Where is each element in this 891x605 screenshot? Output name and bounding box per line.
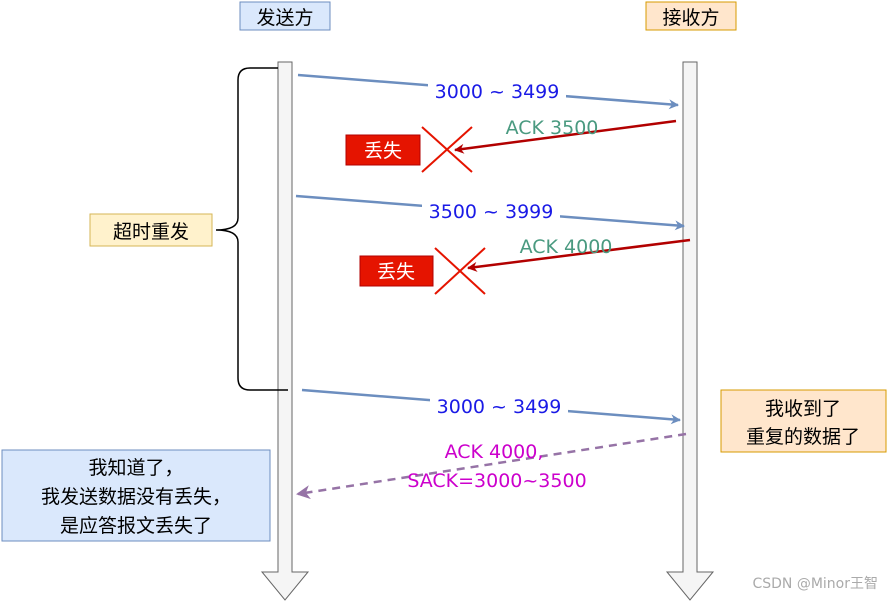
sender-note-line1: 我知道了， (88, 457, 183, 479)
receiver-header: 接收方 (645, 1, 737, 31)
message-label-6-line1: ACK 4000, (445, 441, 544, 463)
message-label-1: 3000 ~ 3499 (435, 81, 560, 103)
timeout-label-box: 超时重发 (89, 213, 213, 247)
message-label-4: ACK 4000 (520, 236, 613, 258)
sender-note-line2: 我发送数据没有丢失， (41, 486, 231, 508)
message-label-2: ACK 3500 (506, 117, 599, 139)
sender-title: 发送方 (256, 7, 313, 29)
message-label-6-line2: SACK=3000~3500 (407, 470, 586, 492)
sender-lifeline (260, 61, 310, 601)
lost-x-icon (434, 247, 486, 295)
timeout-label: 超时重发 (113, 221, 189, 243)
lost-label-1: 丢失 (364, 140, 402, 162)
receiver-lifeline (665, 61, 715, 601)
message-arrow-4 (467, 238, 691, 272)
lost-x-icon (421, 126, 473, 173)
receiver-title: 接收方 (662, 7, 719, 29)
receiver-note-line2: 重复的数据了 (746, 426, 860, 448)
sender-note-line3: 是应答报文丢失了 (60, 515, 212, 537)
message-label-3: 3500 ~ 3999 (429, 201, 554, 223)
timeout-brace (215, 67, 288, 391)
message-arrow-2 (454, 119, 677, 154)
message-label-5: 3000 ~ 3499 (437, 396, 562, 418)
sender-note: 我知道了， 我发送数据没有丢失， 是应答报文丢失了 (1, 449, 271, 542)
message-arrow-6 (296, 432, 687, 500)
watermark: CSDN @Minor王智 (752, 576, 878, 592)
receiver-note-line1: 我收到了 (765, 398, 841, 420)
sender-header: 发送方 (239, 1, 331, 31)
lost-label-2: 丢失 (377, 261, 415, 283)
receiver-note: 我收到了 重复的数据了 (720, 389, 887, 453)
lost-badge-2: 丢失 (359, 255, 434, 287)
lost-badge-1: 丢失 (345, 134, 421, 166)
